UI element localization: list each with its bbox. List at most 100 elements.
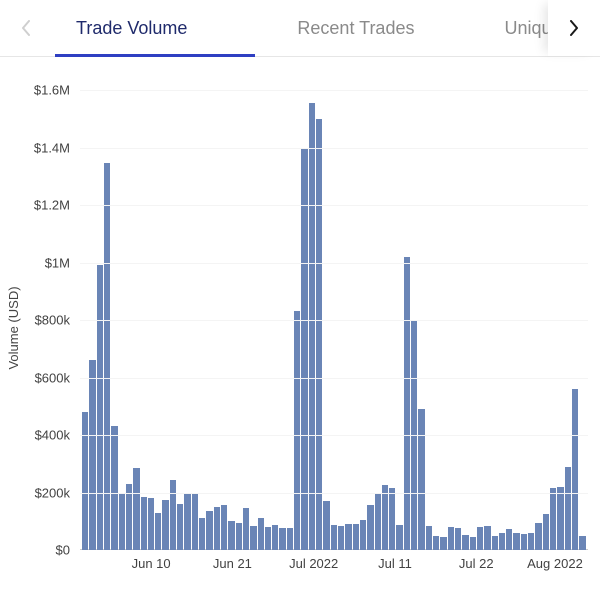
bar[interactable]: [141, 497, 147, 550]
y-gridline: [80, 435, 588, 436]
scroll-left-button[interactable]: [0, 0, 52, 56]
y-gridline: [80, 90, 588, 91]
bar[interactable]: [82, 412, 88, 550]
y-tick-label: $1.2M: [34, 198, 70, 213]
bar[interactable]: [353, 524, 359, 550]
bar[interactable]: [470, 537, 476, 550]
bar[interactable]: [572, 389, 578, 550]
bar[interactable]: [214, 507, 220, 550]
y-tick-label: $1.6M: [34, 83, 70, 98]
bar[interactable]: [506, 529, 512, 550]
bar[interactable]: [294, 311, 300, 550]
bar[interactable]: [579, 536, 585, 550]
bar[interactable]: [331, 525, 337, 550]
bar[interactable]: [155, 513, 161, 550]
bar[interactable]: [404, 257, 410, 550]
bar[interactable]: [228, 521, 234, 550]
bar[interactable]: [316, 119, 322, 550]
bar[interactable]: [338, 526, 344, 550]
bar[interactable]: [477, 527, 483, 550]
chevron-left-icon: [21, 20, 31, 36]
bar[interactable]: [448, 527, 454, 550]
bar[interactable]: [301, 149, 307, 550]
bar[interactable]: [89, 360, 95, 550]
bar[interactable]: [250, 526, 256, 550]
bar[interactable]: [272, 525, 278, 550]
tab-label: Unique Buyers: [504, 18, 548, 38]
bar[interactable]: [265, 527, 271, 550]
y-gridline: [80, 148, 588, 149]
bar[interactable]: [528, 533, 534, 550]
bar[interactable]: [309, 103, 315, 550]
bar[interactable]: [433, 536, 439, 550]
bar[interactable]: [323, 501, 329, 550]
bar[interactable]: [221, 505, 227, 550]
bar[interactable]: [206, 511, 212, 550]
bar[interactable]: [367, 505, 373, 550]
bar[interactable]: [287, 528, 293, 550]
bar[interactable]: [557, 487, 563, 550]
y-tick-label: $1M: [45, 255, 70, 270]
bar[interactable]: [418, 409, 424, 550]
bar[interactable]: [426, 526, 432, 550]
bar[interactable]: [389, 488, 395, 550]
bar[interactable]: [484, 526, 490, 550]
bar[interactable]: [184, 493, 190, 551]
bar[interactable]: [119, 494, 125, 550]
y-gridline: [80, 205, 588, 206]
bar[interactable]: [199, 518, 205, 550]
bar[interactable]: [258, 518, 264, 550]
bar[interactable]: [513, 533, 519, 550]
tab-label: Recent Trades: [297, 18, 414, 38]
bar[interactable]: [550, 488, 556, 550]
bar[interactable]: [521, 534, 527, 550]
bar[interactable]: [162, 500, 168, 550]
bar[interactable]: [170, 480, 176, 550]
bar[interactable]: [236, 523, 242, 550]
bar[interactable]: [499, 533, 505, 550]
tab-unique[interactable]: Unique Buyers: [490, 0, 548, 56]
bar[interactable]: [535, 523, 541, 550]
x-tick-label: Jun 10: [132, 556, 171, 571]
active-tab-underline: [55, 54, 255, 57]
bar[interactable]: [345, 524, 351, 550]
x-tick-label: Aug 2022: [527, 556, 583, 571]
bar[interactable]: [126, 484, 132, 550]
bar[interactable]: [565, 467, 571, 550]
bar[interactable]: [279, 528, 285, 550]
bar[interactable]: [177, 504, 183, 550]
bar[interactable]: [192, 494, 198, 550]
bar[interactable]: [440, 537, 446, 550]
tab-trade-volume[interactable]: Trade Volume: [62, 0, 201, 56]
y-gridline: [80, 378, 588, 379]
x-tick-label: Jul 11: [378, 556, 412, 571]
y-gridline: [80, 263, 588, 264]
bar[interactable]: [375, 494, 381, 550]
y-tick-label: $600k: [35, 370, 70, 385]
y-tick-label: $1.4M: [34, 140, 70, 155]
bar[interactable]: [382, 485, 388, 550]
bar[interactable]: [243, 508, 249, 550]
bar[interactable]: [396, 525, 402, 550]
bar[interactable]: [148, 498, 154, 550]
x-tick-label: Jun 21: [213, 556, 252, 571]
chevron-right-icon: [569, 20, 579, 36]
bar[interactable]: [543, 514, 549, 550]
tabs-container: Trade Volume Recent Trades Unique Buyers: [52, 0, 548, 56]
y-gridline: [80, 320, 588, 321]
tab-label: Trade Volume: [76, 18, 187, 38]
scroll-right-button[interactable]: [548, 0, 600, 56]
bar[interactable]: [97, 265, 103, 550]
y-tick-label: $200k: [35, 485, 70, 500]
y-tick-label: $0: [56, 543, 70, 558]
bar[interactable]: [360, 520, 366, 550]
x-tick-label: Jul 2022: [289, 556, 338, 571]
bar[interactable]: [133, 468, 139, 550]
tab-recent-trades[interactable]: Recent Trades: [283, 0, 428, 56]
plot-area: $0$200k$400k$600k$800k$1M$1.2M$1.4M$1.6M: [80, 90, 588, 550]
bar[interactable]: [462, 535, 468, 550]
bar[interactable]: [492, 536, 498, 550]
bar[interactable]: [455, 528, 461, 550]
bar[interactable]: [111, 426, 117, 550]
tab-strip: Trade Volume Recent Trades Unique Buyers: [0, 0, 600, 57]
